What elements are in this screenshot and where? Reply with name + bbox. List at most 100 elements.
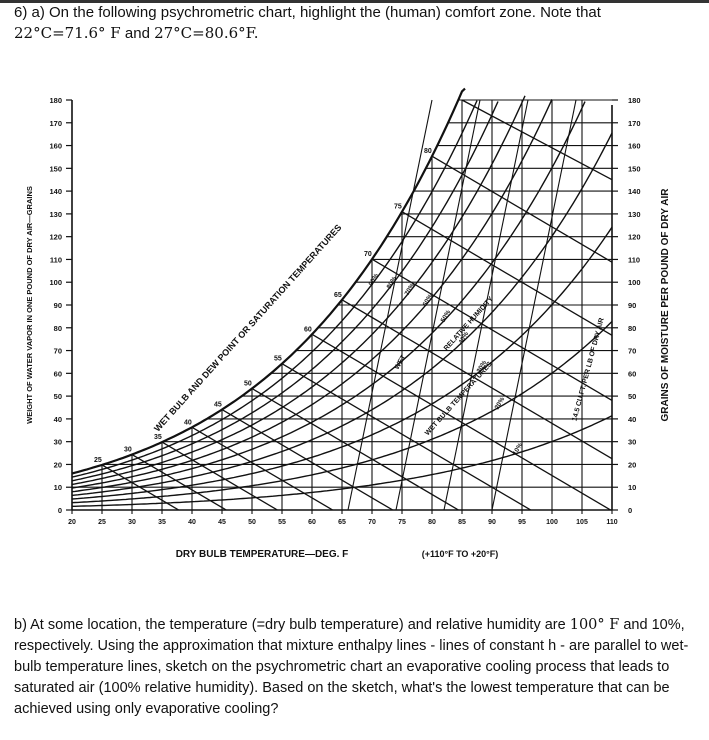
left-axis-tick-label: 180 [49,96,62,105]
x-axis-note: (+110°F TO +20°F) [422,549,499,559]
left-axis-title: WEIGHT OF WATER VAPOR IN ONE POUND OF DR… [25,186,34,424]
x-axis-tick-label: 105 [576,519,588,526]
top-border [0,0,709,3]
left-axis-tick-label: 40 [54,415,62,424]
right-axis-tick-label: 10 [628,483,636,492]
x-axis-tick-label: 65 [338,519,346,526]
left-axis-tick-label: 70 [54,347,62,356]
left-axis-tick-label: 20 [54,460,62,469]
relative-humidity-label: 20% [494,396,507,411]
saturation-temperature-label: 80 [424,148,432,155]
conversion-and: and [120,25,155,42]
saturation-temperature-label: 50 [244,381,252,388]
x-axis-tick-label: 40 [188,519,196,526]
saturation-temperature-label: 35 [154,434,162,441]
wet-bulb-line [341,299,613,460]
left-axis-tick-label: 30 [54,438,62,447]
specific-volume-line [347,99,433,511]
relative-humidity-curve [71,320,613,504]
question-b-temperature: 100° F [569,617,620,633]
saturation-curve [71,87,466,475]
relative-humidity-title: RELATIVE HUMIDITY [443,295,495,352]
x-axis-tick-label: 30 [128,519,136,526]
wet-bulb-line [191,426,333,511]
question-a-conversions: 22°C=71.6° F and 27°C=80.6°F. [14,23,704,44]
x-axis-tick-label: 35 [158,519,166,526]
wet-bulb-line [131,453,227,511]
left-axis-tick-label: 10 [54,483,62,492]
question-a-text: 6) a) On the following psychrometric cha… [14,4,601,21]
x-axis-tick-label: 70 [368,519,376,526]
left-axis-tick-label: 110 [50,255,62,264]
left-axis-tick-label: 120 [49,233,62,242]
x-axis-tick-label: 85 [458,519,466,526]
left-axis-tick-label: 150 [49,164,62,173]
specific-volume-line [395,99,481,511]
left-axis-tick-label: 0 [58,506,62,515]
x-axis-tick-label: 25 [98,519,106,526]
wet-bulb-line [101,464,179,511]
wet-bulb-line [281,363,532,511]
right-axis-tick-label: 60 [628,369,636,378]
x-axis-tick-label: 45 [218,519,226,526]
saturation-temperature-label: 60 [304,326,312,333]
question-b: b) At some location, the temperature (=d… [14,615,700,720]
psychrometric-chart: 180 170 160 150 140 130 120 110 100 90 80 70 60 50 40 3… [0,80,709,580]
relative-humidity-curve [71,99,553,489]
x-axis-tick-label: 80 [428,519,436,526]
wet-bulb-temperatures-title: WET BULB TEMPERATURES [424,361,494,438]
specific-volume-line [443,99,529,511]
relative-humidity-curve [71,101,499,482]
right-axis-tick-label: 120 [628,233,641,242]
right-axis-tick-label: 0 [628,506,632,515]
right-axis-tick-label: 180 [628,96,641,105]
left-axis-tick-label: 100 [49,278,62,287]
saturation-temperature-label: 75 [394,204,402,211]
right-axis-title: GRAINS OF MOISTURE PER POUND OF DRY AIR [660,188,671,422]
left-axis-tick-label: 60 [54,369,62,378]
x-axis-tick-label: 110 [606,519,617,526]
right-axis-tick-label: 150 [628,164,641,173]
left-axis-tick-label: 80 [54,324,62,333]
conversion-27c: 27°C=80.6°F. [154,24,259,42]
relative-humidity-curve [71,101,586,493]
x-axis-tick-label: 90 [488,519,496,526]
right-axis-tick-label: 70 [628,347,636,356]
right-axis-tick-label: 20 [628,460,636,469]
x-axis-tick-label: 60 [308,519,316,526]
right-axis-tick-label: 90 [628,301,636,310]
left-axis-tick-label: 50 [54,392,62,401]
wet-bulb-line [221,408,394,511]
saturation-temperature-label: 25 [94,457,102,464]
wet-bulb-line [431,155,613,263]
wet-bulb-line [461,99,613,181]
relative-humidity-curve [71,132,613,497]
relative-humidity-curve [71,95,526,486]
saturation-temperature-label: 70 [364,251,372,258]
x-axis-tick-label: 55 [278,519,286,526]
x-axis-title: DRY BULB TEMPERATURE—DEG. F [176,549,349,560]
psychrometric-chart-svg: 1801701601501401301201101009080706050403… [25,87,671,560]
wet-label: WET [394,353,408,371]
question-b-part2: and 10%, respectively. Using the approxi… [14,617,689,717]
wet-bulb-line [311,333,611,511]
right-axis-tick-label: 40 [628,415,636,424]
relative-humidity-curve [72,415,613,507]
saturation-temperature-label: 40 [184,419,192,426]
relative-humidity-label: 80% [386,275,399,290]
saturation-temperature-label: 45 [214,402,222,409]
wet-bulb-line [161,441,278,511]
relative-humidity-label: 50% [440,309,453,324]
left-axis-tick-label: 130 [49,210,62,219]
x-axis-tick-label: 95 [518,519,526,526]
right-axis-tick-label: 30 [628,438,636,447]
x-axis-tick-label: 20 [68,519,76,526]
question-b-part1: b) At some location, the temperature (=d… [14,617,570,633]
right-axis-tick-label: 110 [628,255,640,264]
left-axis-tick-label: 170 [49,119,62,128]
question-a: 6) a) On the following psychrometric cha… [14,3,704,44]
x-axis-tick-label: 75 [398,519,406,526]
wet-bulb-line [401,211,613,336]
relative-humidity-curve [71,100,478,478]
right-axis-tick-label: 160 [628,142,641,151]
